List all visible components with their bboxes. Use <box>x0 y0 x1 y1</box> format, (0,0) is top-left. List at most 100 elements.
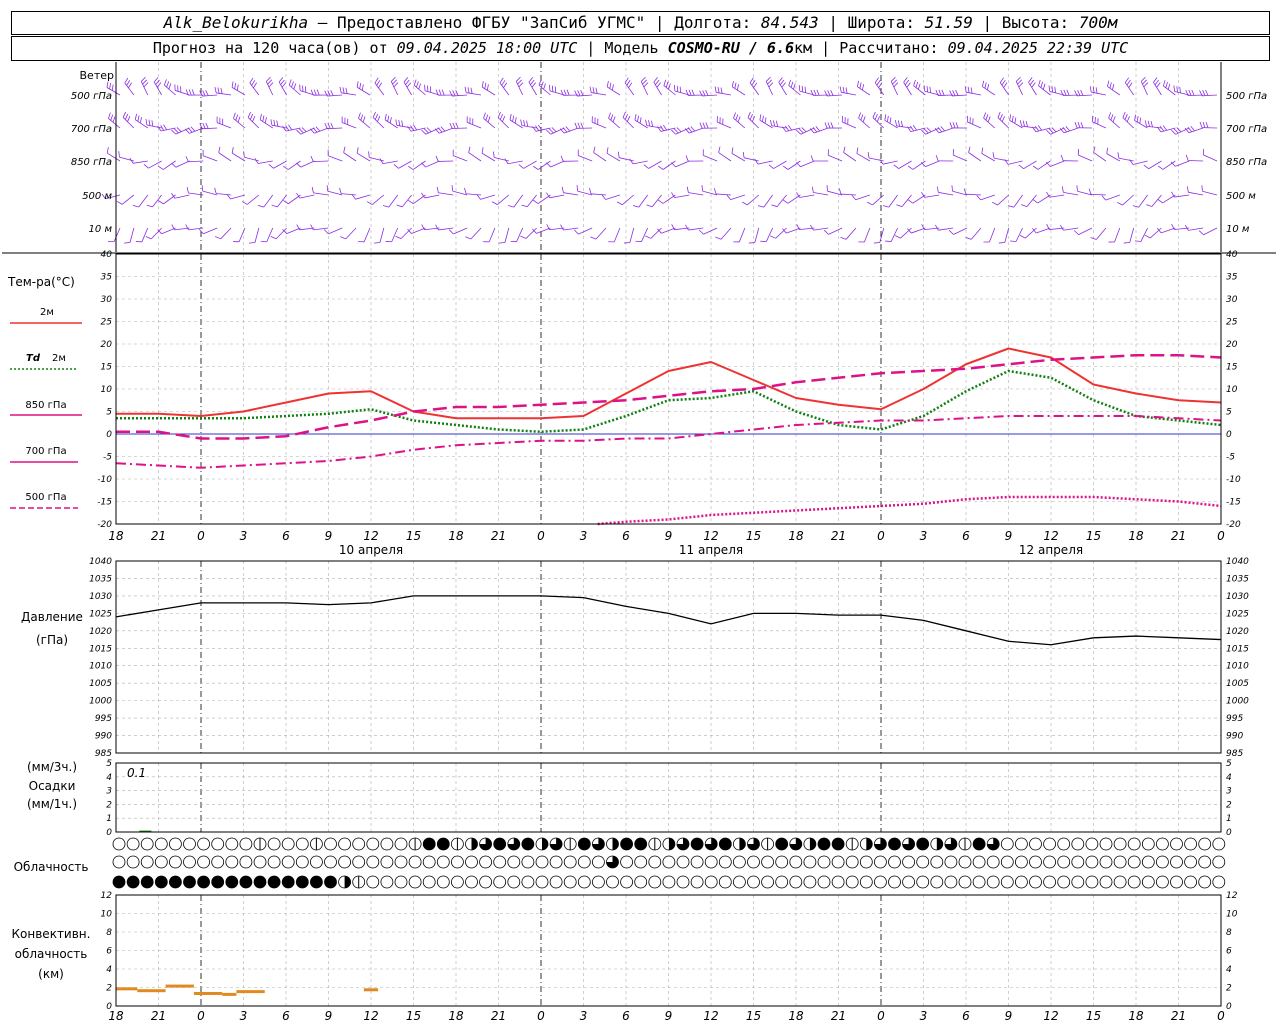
cloud-symbol <box>253 855 267 869</box>
cloud-symbol <box>1156 837 1169 851</box>
wind-barb-feather <box>173 128 179 134</box>
cloud-symbol <box>817 855 831 869</box>
wind-barb <box>396 124 412 129</box>
wind-barb-feather <box>264 117 267 124</box>
legend-t2m-label: 2м <box>40 307 54 318</box>
wind-barb <box>202 155 218 162</box>
cloud-symbol-full <box>225 876 238 888</box>
wind-barb-feather <box>1042 83 1046 90</box>
y-tick-label-right: 1035 <box>1226 574 1249 584</box>
wind-barb-feather <box>146 204 153 208</box>
wind-barb <box>1037 160 1051 170</box>
wind-barb <box>938 127 954 134</box>
y-tick-label-right: 1040 <box>1226 557 1249 567</box>
wind-barb <box>1009 120 1023 129</box>
alt-value: 700м <box>1078 13 1118 32</box>
y-tick-label-right: 6 <box>1226 947 1232 957</box>
y-tick-label-left: 1010 <box>89 662 112 672</box>
conv-title-3: (км) <box>38 967 64 981</box>
wind-barb-feather <box>642 79 648 85</box>
wind-barb-feather <box>145 236 152 240</box>
wind-barb <box>840 193 856 196</box>
y-tick-label-right: 1020 <box>1226 627 1249 637</box>
wind-level-label-right: 500 гПа <box>1226 91 1267 102</box>
wind-barb-feather <box>998 242 1005 244</box>
cloud-symbol <box>1043 837 1056 851</box>
wind-barb-feather <box>775 120 779 127</box>
wind-barb-feather <box>231 81 234 88</box>
wind-barb-feather <box>859 82 862 89</box>
wind-barb-feather <box>358 112 361 119</box>
wind-barb <box>578 227 593 235</box>
wind-barb-feather <box>157 229 162 235</box>
cloud-symbol <box>902 855 915 869</box>
cloud-symbol <box>211 837 225 851</box>
wind-barb-feather <box>813 89 817 96</box>
wind-barb-feather <box>874 77 879 83</box>
wind-barb-feather <box>999 77 1004 83</box>
wind-barb-feather <box>283 200 289 205</box>
wind-barb-feather <box>448 229 454 235</box>
wind-barb <box>1146 125 1162 129</box>
wind-level-label-left: 500 гПа <box>71 91 112 102</box>
wind-barb <box>1188 227 1204 231</box>
wind-barb <box>952 94 968 97</box>
cloud-symbol-three-quarter <box>874 838 887 850</box>
wind-barb-feather <box>268 164 274 169</box>
wind-barb <box>412 160 426 170</box>
wind-barb-feather <box>702 90 706 96</box>
wind-barb-feather <box>639 117 642 124</box>
wind-barb-feather <box>767 79 773 85</box>
temp-x-tick-label: 15 <box>406 529 421 543</box>
wind-barb-feather <box>377 116 381 122</box>
wind-barb <box>216 122 232 129</box>
cloud-symbol <box>1198 875 1212 889</box>
wind-barb-feather <box>1019 120 1022 127</box>
wind-barb-feather <box>217 87 220 94</box>
wind-barb-feather <box>717 86 720 94</box>
cloud-symbol-full <box>141 876 154 888</box>
cloud-symbol <box>1184 855 1197 869</box>
cloud-symbol <box>422 855 436 869</box>
wind-barb-feather <box>401 120 404 127</box>
wind-barb-feather <box>643 82 649 88</box>
wind-barb-feather <box>788 79 791 86</box>
y-tick-label-left: -5 <box>103 453 112 463</box>
y-tick-label-right: 1025 <box>1226 609 1249 619</box>
wind-barb-feather <box>393 82 399 88</box>
wind-barb <box>938 192 954 196</box>
wind-barb-feather <box>163 79 167 86</box>
cloud-symbol-three-quarter <box>747 838 760 850</box>
wind-barb-feather <box>1106 147 1109 154</box>
wind-barb-feather <box>395 119 398 126</box>
wind-barb-feather <box>827 90 831 96</box>
cloud-symbol <box>436 855 450 869</box>
wind-barb <box>550 127 565 135</box>
wind-barb-feather <box>851 194 856 201</box>
forecast-label: Прогноз на 120 часа(ов) от <box>152 39 388 57</box>
cloud-symbol <box>831 875 845 889</box>
cloud-symbol <box>817 875 831 889</box>
conv-x-tick-label: 18 <box>108 1009 124 1023</box>
wind-barb <box>288 84 301 96</box>
wind-barb-feather <box>1167 83 1171 90</box>
wind-barb <box>718 152 732 162</box>
wind-barb-feather <box>1032 199 1038 204</box>
wind-barb-feather <box>637 115 640 122</box>
wind-level-label-left: 500 м <box>82 191 112 202</box>
wind-barb <box>1015 81 1023 96</box>
cloud-symbol <box>1029 875 1042 889</box>
wind-barb-feather <box>856 147 859 154</box>
wind-barb-feather <box>1051 127 1057 133</box>
wind-barb <box>607 86 621 96</box>
wind-barb-feather <box>798 85 801 92</box>
y-tick-label-left: 1020 <box>89 627 112 637</box>
wind-barb <box>1107 86 1121 96</box>
y-tick-label-right: 20 <box>1226 340 1238 350</box>
wind-barb-feather <box>1089 86 1092 93</box>
wind-barb <box>924 90 940 96</box>
y-tick-label-right: 995 <box>1226 714 1243 724</box>
y-tick-label-left: 1000 <box>89 697 112 707</box>
wind-barb <box>358 118 371 129</box>
cloud-symbol <box>507 875 521 889</box>
